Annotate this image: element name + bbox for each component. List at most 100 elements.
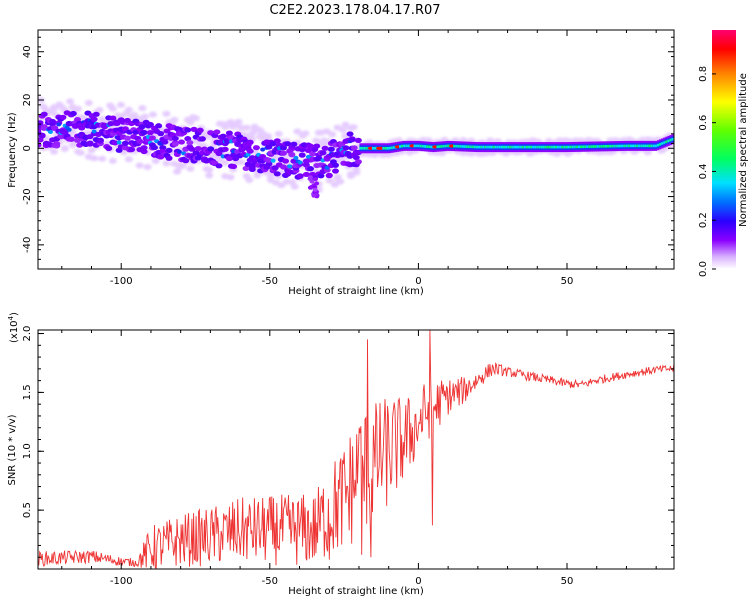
spectrogram-cell <box>331 162 339 168</box>
spectrogram-cell <box>188 146 196 152</box>
colorbar-gradient <box>712 30 736 269</box>
spectrogram-cell <box>140 129 148 136</box>
spectrogram-cell <box>219 133 227 139</box>
spectrogram-haze-blob <box>76 149 85 156</box>
spectrogram-band-core <box>390 146 394 150</box>
spectrogram-cell <box>171 141 179 147</box>
spectrogram-band-core <box>592 145 595 148</box>
spectrogram-band-core <box>500 145 504 149</box>
spectrogram-band-core <box>446 144 450 148</box>
spectrogram-band-core <box>371 146 375 150</box>
x-tick-label: -50 <box>262 276 278 287</box>
spectrogram-cell <box>49 121 57 127</box>
spectrogram-cell <box>307 166 315 172</box>
spectrogram-cell <box>279 150 287 156</box>
snr-frame <box>37 329 675 570</box>
spectrogram-cell <box>350 145 358 151</box>
spectrogram-cell <box>67 136 75 142</box>
spectrogram-band-core <box>478 145 481 149</box>
spectrogram-heat <box>38 97 674 199</box>
spectrogram-band-core <box>615 144 618 148</box>
spectrogram-band-core <box>440 145 443 148</box>
spectrogram-haze-blob <box>98 155 107 162</box>
spectrogram-band-core <box>567 145 570 149</box>
spectrogram-peak <box>260 147 266 152</box>
spectrogram-plume <box>314 181 320 186</box>
spectrogram-cell <box>105 145 113 151</box>
spectrogram-haze-blob <box>277 182 286 189</box>
spectrogram-haze-blob <box>288 179 297 186</box>
spectrogram-cell <box>242 165 250 172</box>
spectrogram-haze-blob <box>186 119 195 126</box>
spectrogram-band-core <box>382 146 385 150</box>
spectrogram-cell <box>92 111 100 117</box>
spectrogram-haze-blob <box>108 157 117 164</box>
spectrogram-cell <box>74 116 82 123</box>
spectrogram-haze-blob <box>234 118 243 125</box>
y-tick-label: -40 <box>22 237 33 253</box>
spectrogram-cell <box>146 122 154 128</box>
spectrogram-band-core <box>609 144 612 148</box>
spectrogram-band-core <box>386 146 389 150</box>
spectrogram-x-label: Height of straight line (km) <box>288 286 424 297</box>
spectrogram-cell <box>190 126 198 132</box>
spectrogram-band-core <box>509 145 512 149</box>
spectrogram-band-core <box>473 145 477 149</box>
x-tick-label: 50 <box>561 576 574 587</box>
spectrogram-band-core <box>513 145 516 149</box>
spectrogram-cell <box>157 131 165 137</box>
spectrogram-band-core <box>442 144 446 148</box>
spectrogram-cell <box>165 147 173 153</box>
spectrogram-band-core <box>584 145 587 149</box>
spectrogram-band-core <box>488 145 491 149</box>
spectrogram-band-core <box>430 145 433 149</box>
spectrogram-haze-blob <box>346 172 355 179</box>
spectrogram-band-core <box>484 145 487 149</box>
spectrogram-band-core <box>463 145 466 148</box>
spectrogram-band-core <box>363 146 367 150</box>
spectrogram-haze-blob <box>124 106 133 113</box>
spectrogram-haze-blob <box>108 105 117 112</box>
spectrogram-cell <box>213 129 221 135</box>
spectrogram-peak <box>116 140 122 145</box>
spectrogram-haze-blob <box>116 101 125 108</box>
spectrogram-cell <box>138 124 146 130</box>
spectrogram-band-core <box>625 144 629 148</box>
spectrogram-band-core <box>392 146 396 149</box>
spectrogram-band-core <box>636 144 639 148</box>
spectrogram-cell <box>186 140 194 146</box>
spectrogram-haze-blob <box>87 147 96 154</box>
spectrogram-band-core <box>669 138 672 142</box>
spectrogram-band-core <box>665 140 668 144</box>
spectrogram-haze-blob <box>341 121 350 128</box>
spectrogram-band-core <box>623 144 627 148</box>
spectrogram-haze-blob <box>79 114 88 121</box>
spectrogram-haze-blob <box>138 105 147 112</box>
spectrogram-band-core <box>521 145 525 149</box>
snr-scale-label: (x104) <box>7 312 20 343</box>
colorbar-tick-label: 0.4 <box>698 163 709 179</box>
spectrogram-haze-blob <box>186 165 195 172</box>
spectrogram-plume <box>312 187 318 192</box>
spectrogram-band-core <box>438 145 441 148</box>
spectrogram-haze-blob <box>178 162 187 169</box>
y-tick-label: 20 <box>22 94 33 107</box>
spectrogram-cell <box>140 145 148 151</box>
spectrogram-cell <box>346 131 354 137</box>
spectrogram-band-core <box>469 145 473 149</box>
spectrogram-cell <box>282 158 290 164</box>
spectrogram-band-core <box>550 145 554 149</box>
spectrogram-cell <box>171 135 179 142</box>
spectrogram-peak <box>176 149 182 154</box>
spectrogram-band-core <box>607 144 610 148</box>
spectrogram-band-core <box>573 145 577 149</box>
snr-axes: -100 -50 0 50 0.5 1.0 1.5 2.0 <box>22 326 674 587</box>
colorbar-tick-label: 0.6 <box>698 115 709 131</box>
spectrogram-cell <box>182 158 190 164</box>
spectrogram-band-core <box>453 144 456 148</box>
spectrogram-haze-blob <box>50 148 59 155</box>
spectrogram-haze-blob <box>124 156 133 163</box>
spectrogram-haze-blob <box>333 173 342 180</box>
spectrogram-haze-blob <box>352 169 361 176</box>
spectrogram-band-core <box>465 145 468 148</box>
